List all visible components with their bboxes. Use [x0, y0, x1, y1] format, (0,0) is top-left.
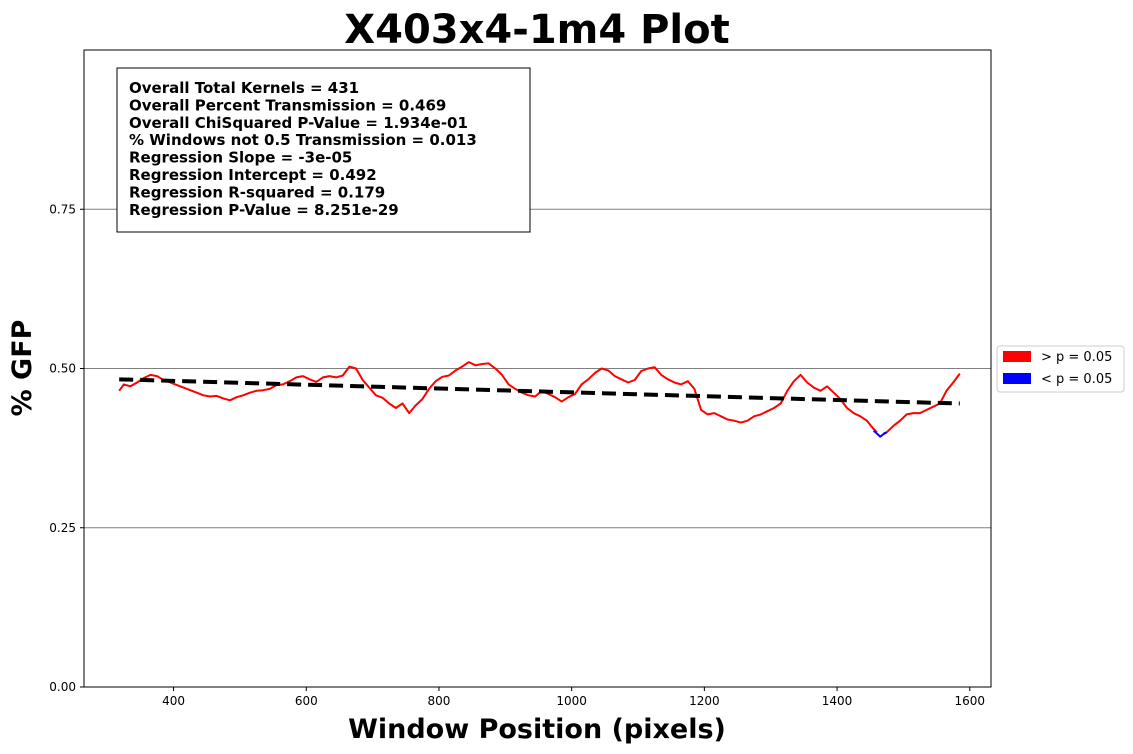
x-tick-label: 1400	[822, 694, 853, 708]
legend: > p = 0.05 < p = 0.05	[996, 345, 1125, 393]
stats-line: Regression Slope = -3e-05	[129, 149, 352, 167]
y-axis-label: % GFP	[7, 320, 38, 417]
stats-line: Regression P-Value = 8.251e-29	[129, 201, 399, 219]
y-tick-label: 0.50	[49, 362, 76, 376]
regression-line	[119, 377, 960, 406]
legend-label-below: < p = 0.05	[1041, 372, 1112, 387]
plot-lines	[118, 361, 961, 438]
x-tick-label: 800	[428, 694, 451, 708]
stats-line: % Windows not 0.5 Transmission = 0.013	[129, 131, 477, 149]
series-line-below	[872, 430, 888, 438]
x-tick-label: 1600	[954, 694, 985, 708]
chart-title: X403x4-1m4 Plot	[344, 7, 729, 53]
stats-line: Regression R-squared = 0.179	[129, 183, 385, 201]
y-tick-label: 0.75	[49, 202, 76, 216]
series-line-above	[118, 361, 878, 433]
x-tick-label: 400	[162, 694, 185, 708]
y-tick-label: 0.25	[49, 521, 76, 535]
stats-line: Regression Intercept = 0.492	[129, 166, 377, 184]
stats-line: Overall Total Kernels = 431	[129, 79, 359, 97]
stats-line: Overall Percent Transmission = 0.469	[129, 96, 446, 114]
y-axis-ticks: 0.00 0.25 0.50 0.75	[49, 202, 84, 694]
x-axis-label: Window Position (pixels)	[348, 714, 726, 745]
stats-line: Overall ChiSquared P-Value = 1.934e-01	[129, 114, 468, 132]
x-tick-label: 600	[295, 694, 318, 708]
gridlines	[84, 208, 991, 529]
legend-swatch-above	[1003, 351, 1031, 362]
x-tick-label: 1000	[556, 694, 587, 708]
x-axis-ticks: 400 600 800 1000 1200 1400 1600	[162, 687, 985, 708]
series-line-above	[883, 373, 961, 435]
legend-swatch-below	[1003, 373, 1031, 384]
stats-box-frame	[116, 67, 531, 233]
x-tick-label: 1200	[689, 694, 720, 708]
legend-label-above: > p = 0.05	[1041, 350, 1112, 365]
y-tick-label: 0.00	[49, 680, 76, 694]
